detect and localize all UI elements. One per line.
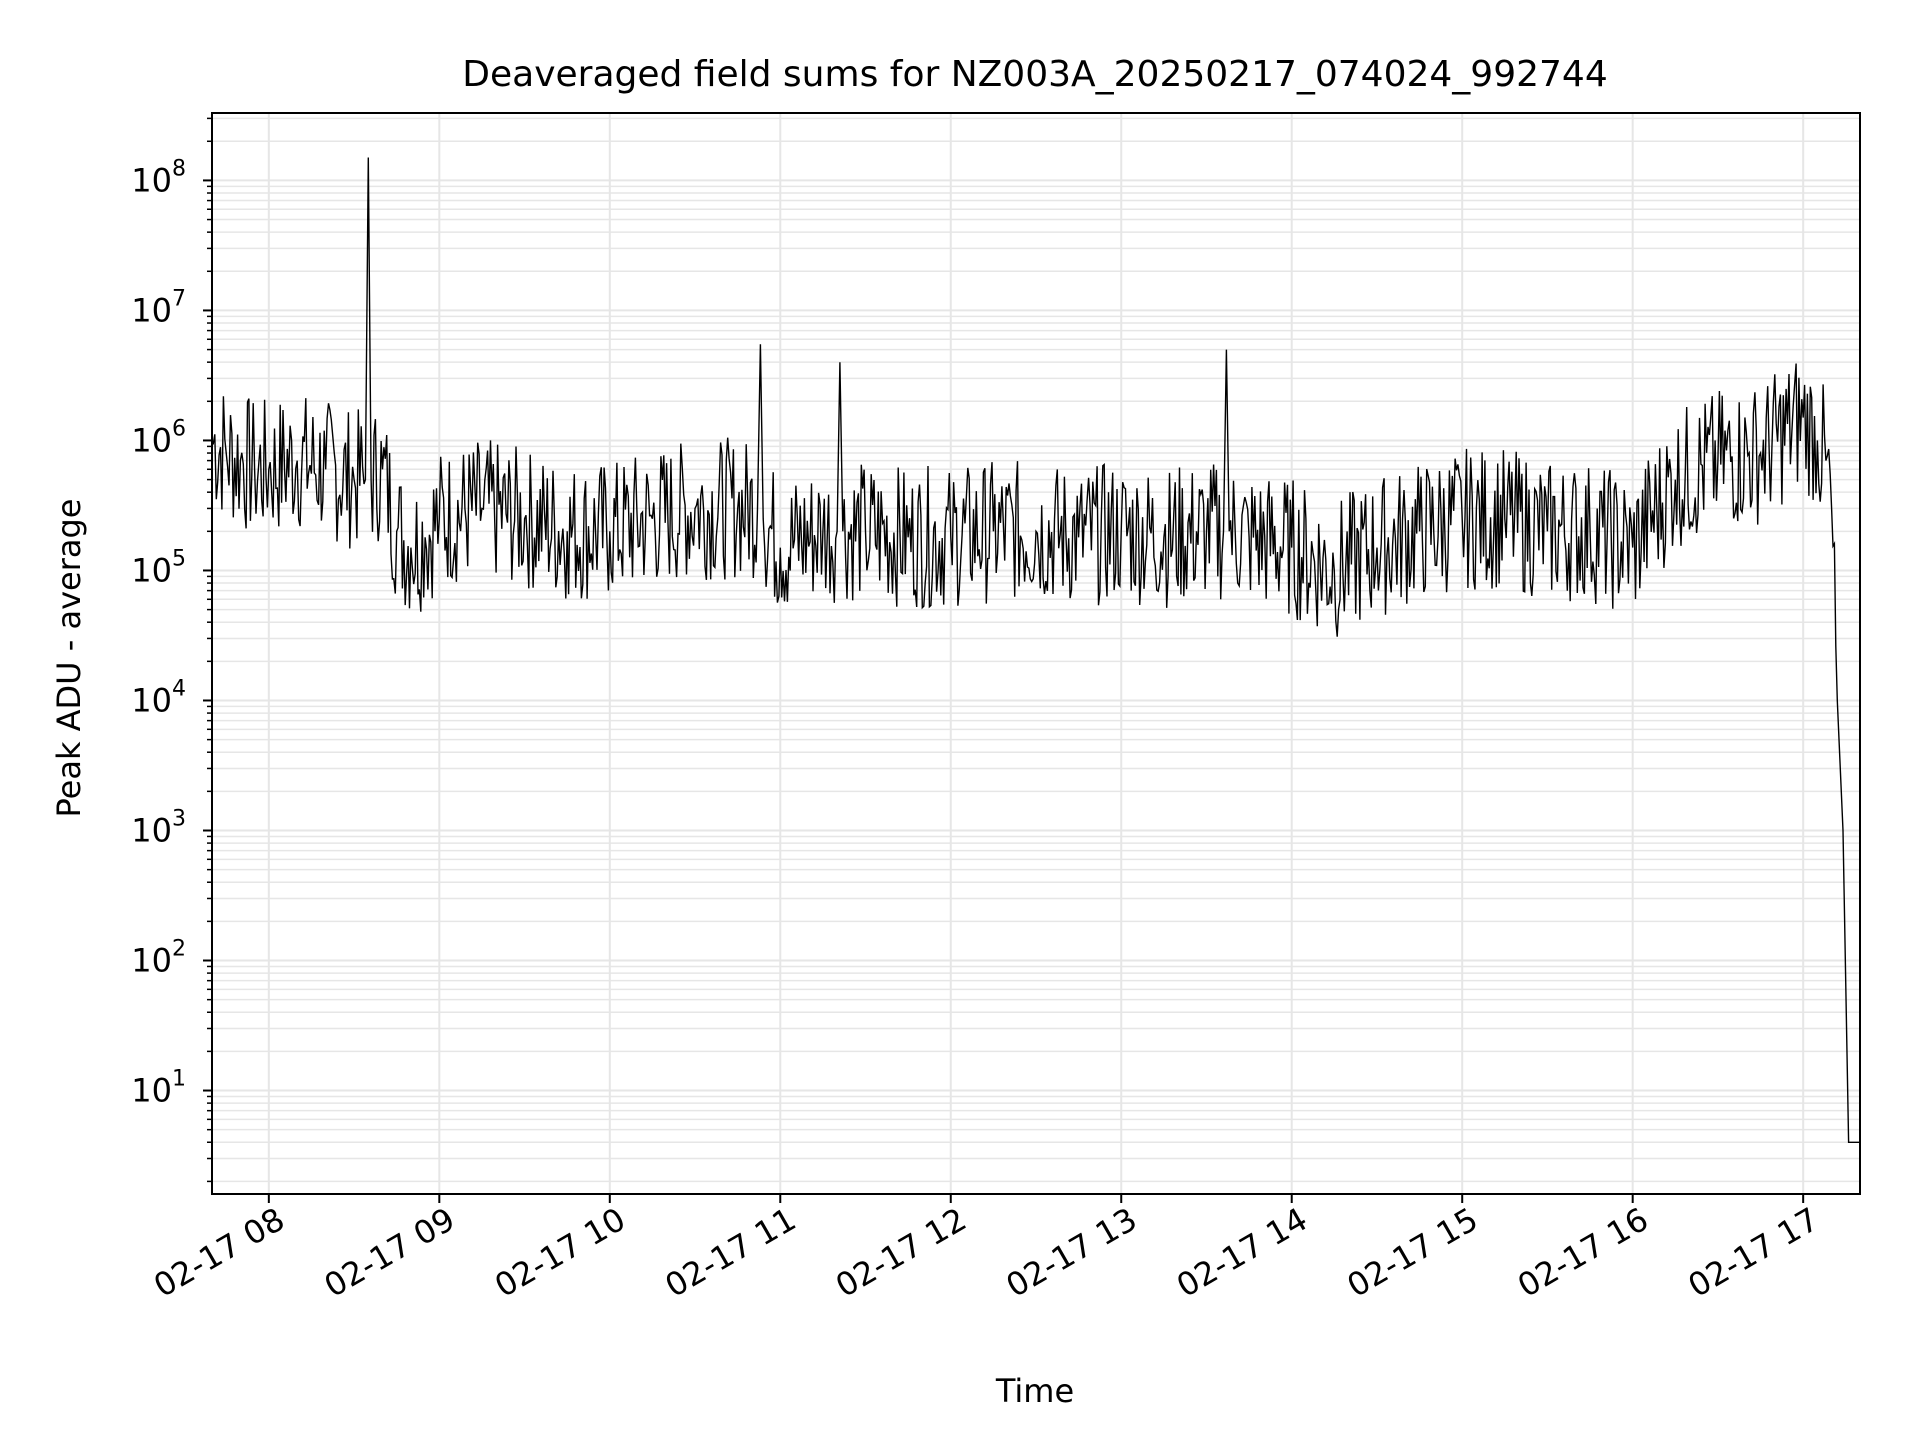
y-tick-label: 107 bbox=[131, 286, 186, 329]
y-tick-label: 108 bbox=[131, 156, 186, 199]
chart-title: Deaveraged field sums for NZ003A_2025021… bbox=[462, 54, 1607, 95]
y-axis-label: Peak ADU - average bbox=[50, 499, 88, 818]
x-axis-label: Time bbox=[995, 1372, 1074, 1410]
y-tick-label: 106 bbox=[131, 416, 186, 459]
x-tick-label: 02-17 11 bbox=[659, 1200, 803, 1305]
y-axis: 101 102 103 104 105 106 107 108 bbox=[131, 117, 212, 1183]
y-tick-label: 103 bbox=[131, 806, 186, 849]
series bbox=[211, 157, 1860, 1144]
x-tick-label: 02-17 10 bbox=[488, 1200, 632, 1305]
y-tick-label: 101 bbox=[131, 1067, 186, 1110]
y-tick-label: 105 bbox=[131, 546, 186, 589]
grid bbox=[212, 113, 1860, 1194]
x-axis: 02-17 08 02-17 09 02-17 10 02-17 11 02-17 12… bbox=[147, 1194, 1825, 1305]
x-tick-label: 02-17 13 bbox=[1000, 1200, 1144, 1305]
x-tick-label: 02-17 15 bbox=[1341, 1200, 1485, 1305]
y-tick-label: 102 bbox=[131, 937, 186, 980]
x-tick-label: 02-17 09 bbox=[318, 1200, 462, 1305]
x-tick-label: 02-17 16 bbox=[1511, 1200, 1655, 1305]
series-line bbox=[211, 157, 1860, 1144]
x-tick-label: 02-17 12 bbox=[829, 1200, 973, 1305]
y-tick-label: 104 bbox=[131, 676, 186, 719]
plot-frame bbox=[211, 112, 1861, 1195]
x-tick-label: 02-17 14 bbox=[1170, 1200, 1314, 1305]
x-tick-label: 02-17 17 bbox=[1682, 1200, 1826, 1305]
x-tick-label: 02-17 08 bbox=[147, 1200, 291, 1305]
